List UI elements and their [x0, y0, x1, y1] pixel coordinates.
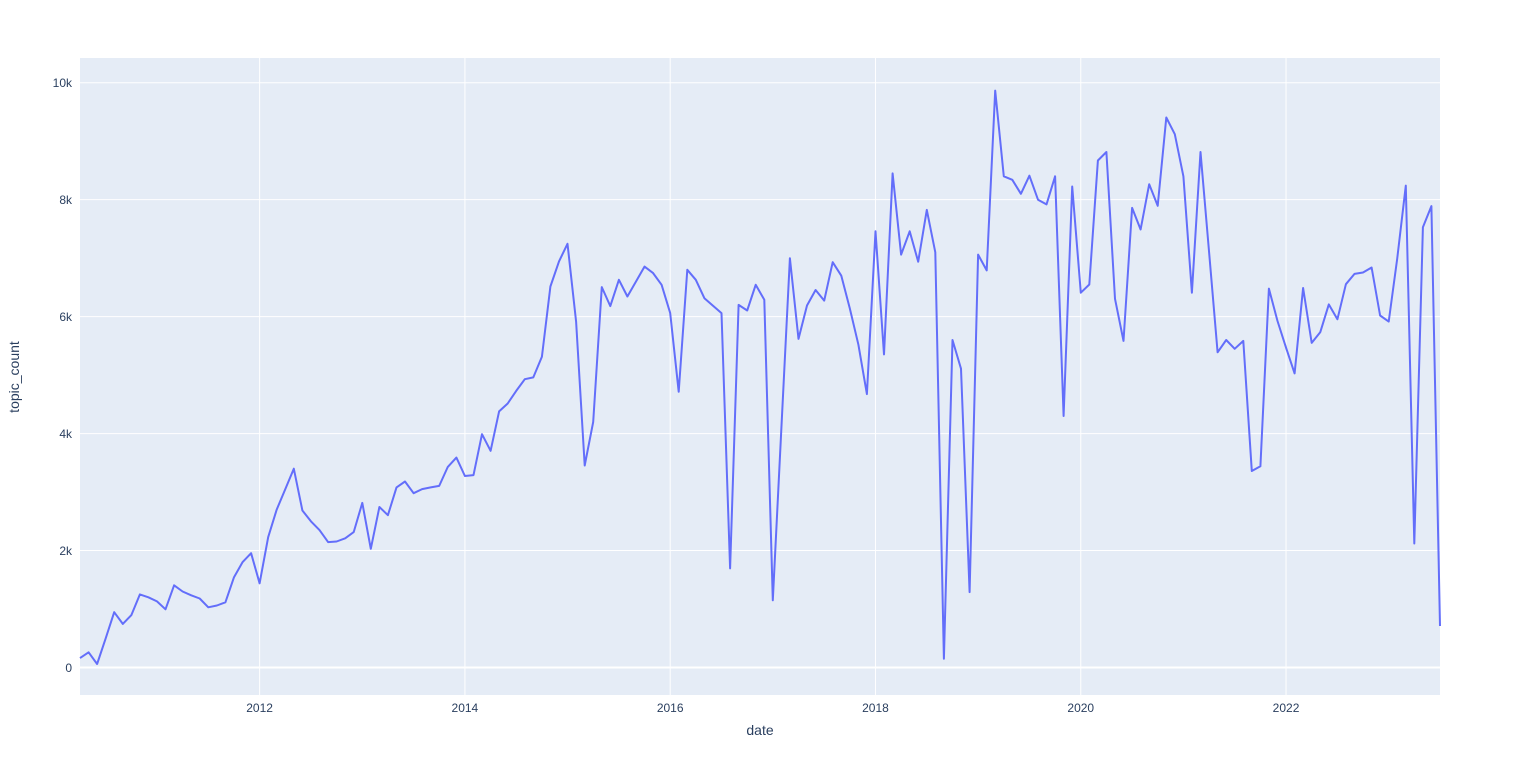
x-tick-label: 2016 — [656, 701, 684, 715]
y-axis-title: topic_count — [6, 341, 22, 413]
x-tick-label: 2012 — [246, 701, 273, 715]
y-tick-label: 10k — [52, 75, 72, 90]
y-tick-label: 2k — [59, 543, 72, 558]
y-tick-label: 6k — [59, 309, 72, 324]
y-tick-label: 4k — [59, 426, 72, 441]
plot-area[interactable] — [80, 58, 1440, 695]
x-tick-label: 2022 — [1272, 701, 1300, 715]
x-tick-label: 2018 — [862, 701, 889, 715]
y-tick-label: 0 — [65, 660, 72, 675]
x-tick-label: 2014 — [451, 701, 479, 715]
x-axis-title: date — [746, 722, 774, 738]
y-tick-label: 8k — [59, 192, 72, 207]
x-tick-label: 2020 — [1067, 701, 1095, 715]
topic-count-series-line[interactable] — [79, 89, 1441, 665]
